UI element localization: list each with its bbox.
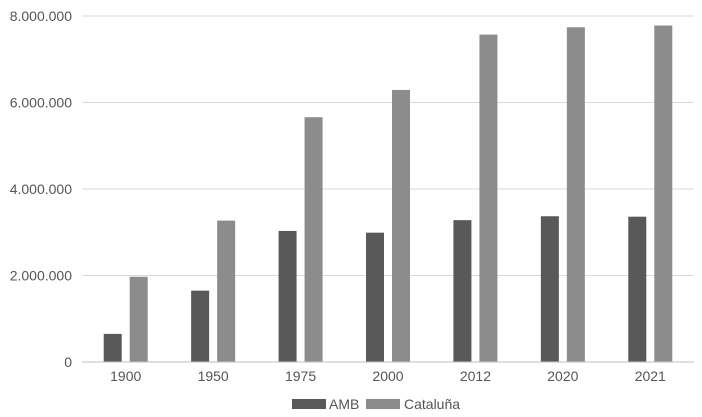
x-tick-label: 2012 <box>460 368 491 384</box>
bar-catalu-a-2021 <box>654 25 673 362</box>
x-tick-label: 1900 <box>110 368 141 384</box>
y-tick-label: 8.000.000 <box>10 8 72 24</box>
legend-swatch <box>366 399 400 409</box>
x-tick-label: 2000 <box>372 368 403 384</box>
bars <box>103 25 673 363</box>
bar-catalu-a-1950 <box>217 220 236 362</box>
bar-amb-1900 <box>103 333 122 362</box>
bar-catalu-a-2020 <box>566 27 585 363</box>
bar-amb-2000 <box>366 232 384 362</box>
x-tick-label: 1975 <box>285 368 316 384</box>
y-tick-label: 4.000.000 <box>10 181 72 197</box>
legend-label: Cataluña <box>404 396 460 412</box>
bar-catalu-a-2000 <box>392 89 410 363</box>
gridlines <box>82 15 694 276</box>
bar-amb-2021 <box>628 216 647 362</box>
bar-amb-1950 <box>191 290 210 362</box>
bar-catalu-a-1975 <box>304 117 323 362</box>
bar-amb-1975 <box>278 230 297 362</box>
legend: AMB Cataluña <box>292 396 460 412</box>
y-tick-label: 0 <box>64 354 72 370</box>
x-axis-ticks: 1900 1950 1975 2000 2012 2020 2021 <box>110 368 666 384</box>
x-tick-label: 2020 <box>547 368 578 384</box>
x-tick-label: 2021 <box>635 368 666 384</box>
legend-swatch <box>292 399 326 409</box>
y-axis-ticks: 0 2.000.000 4.000.000 6.000.000 8.000.000 <box>10 8 73 370</box>
x-tick-label: 1950 <box>198 368 229 384</box>
bar-catalu-a-1900 <box>129 276 148 362</box>
y-tick-label: 2.000.000 <box>10 268 72 284</box>
legend-label: AMB <box>329 396 359 412</box>
bar-catalu-a-2012 <box>479 34 498 362</box>
bar-amb-2020 <box>540 216 559 362</box>
y-tick-label: 6.000.000 <box>10 95 72 111</box>
bar-amb-2012 <box>453 220 472 362</box>
